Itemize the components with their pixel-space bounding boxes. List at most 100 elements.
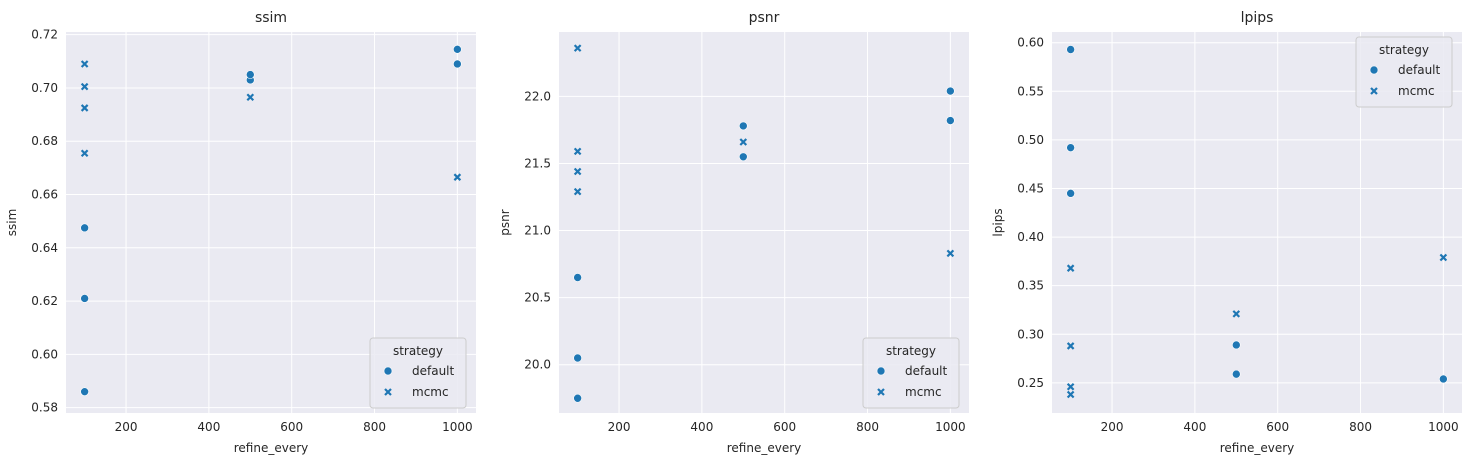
legend-box [1355, 36, 1453, 108]
data-point-default [573, 353, 582, 363]
data-point-default [573, 393, 582, 403]
legend: strategy default mcmc [862, 337, 960, 409]
x-tick-label: 800 [1349, 420, 1372, 434]
x-tick-label: 600 [773, 420, 796, 434]
data-point-default [1439, 374, 1448, 384]
data-point-mcmc [1232, 310, 1241, 318]
y-tick-label: 22.0 [524, 89, 551, 103]
data-point-mcmc [1439, 253, 1448, 262]
data-point-default [946, 116, 955, 125]
y-tick-label: 0.35 [1017, 279, 1044, 293]
data-point-mcmc [1066, 390, 1075, 399]
data-point-default [946, 86, 955, 96]
x-tick-label: 1000 [1428, 420, 1459, 434]
y-tick-label: 0.55 [1017, 84, 1044, 98]
x-axis-label: refine_every [1220, 441, 1295, 455]
legend-label-mcmc: mcmc [1398, 84, 1435, 98]
data-point-default [1066, 45, 1075, 54]
chart-panel-ssim: 200 400 600 800 1000 0.58 0.60 0.62 0.64 0.66 0.68… [5, 10, 476, 455]
data-point-mcmc [573, 187, 582, 196]
legend-marker-default [1369, 65, 1379, 75]
y-tick-label: 21.0 [524, 224, 551, 238]
data-point-default [1231, 340, 1241, 350]
x-tick-label: 1000 [935, 420, 966, 434]
legend-title: strategy [1379, 43, 1429, 57]
x-tick-label: 800 [856, 420, 879, 434]
legend-marker-default [876, 366, 886, 376]
data-point-mcmc [80, 60, 89, 68]
x-tick-label: 1000 [442, 420, 473, 434]
y-tick-label: 0.60 [1017, 36, 1044, 50]
y-tick-label: 20.0 [524, 358, 551, 372]
y-axis-label: psnr [498, 209, 512, 235]
y-tick-label: 0.40 [1017, 230, 1044, 244]
y-tick-label: 0.45 [1017, 181, 1044, 195]
data-point-default [453, 45, 462, 54]
x-tick-label: 800 [363, 420, 386, 434]
x-axis-label: refine_every [234, 441, 309, 455]
y-axis-label: ssim [5, 209, 19, 237]
data-point-mcmc [246, 93, 255, 102]
data-point-mcmc [1066, 264, 1075, 272]
y-tick-label: 0.66 [31, 188, 58, 202]
data-point-mcmc [1066, 382, 1075, 391]
legend-marker-mcmc [384, 388, 392, 396]
data-point-default [245, 70, 255, 79]
y-tick-label: 0.64 [31, 241, 58, 255]
x-tick-label: 200 [608, 420, 631, 434]
data-point-default [453, 59, 462, 69]
y-tick-label: 20.5 [524, 291, 551, 305]
data-point-mcmc [80, 104, 89, 112]
x-tick-label: 600 [280, 420, 303, 434]
legend-label-default: default [412, 364, 455, 378]
data-point-default [1066, 143, 1075, 152]
data-point-mcmc [573, 167, 582, 176]
chart-panel-lpips: 200 400 600 800 1000 0.25 0.30 0.35 0.40 0.45 0.50… [991, 10, 1462, 455]
data-point-default [80, 223, 89, 233]
legend-box [369, 337, 467, 409]
data-point-mcmc [739, 138, 748, 146]
legend-marker-mcmc [1370, 87, 1378, 95]
x-tick-label: 400 [197, 420, 220, 434]
y-tick-label: 0.72 [31, 28, 58, 42]
legend-label-default: default [1398, 63, 1441, 77]
x-tick-label: 200 [115, 420, 138, 434]
x-tick-label: 600 [1266, 420, 1289, 434]
chart-title: psnr [749, 10, 780, 26]
data-point-mcmc [573, 147, 582, 156]
data-point-default [80, 387, 89, 396]
y-tick-label: 0.58 [31, 401, 58, 415]
legend-title: strategy [886, 344, 936, 358]
x-tick-label: 400 [690, 420, 713, 434]
y-tick-label: 0.62 [31, 294, 58, 308]
y-tick-label: 0.60 [31, 347, 58, 361]
legend-label-mcmc: mcmc [905, 385, 942, 399]
legend: strategy default mcmc [369, 337, 467, 409]
data-point-default [80, 294, 89, 303]
chart-title: ssim [255, 10, 287, 26]
chart-title: lpips [1241, 10, 1274, 26]
legend-label-mcmc: mcmc [412, 385, 449, 399]
data-point-mcmc [946, 249, 955, 258]
y-tick-label: 21.5 [524, 156, 551, 170]
y-axis-label: lpips [991, 208, 1005, 236]
data-point-default [738, 121, 748, 131]
data-point-mcmc [1066, 342, 1075, 350]
legend-box [862, 337, 960, 409]
chart-panel-psnr: 200 400 600 800 1000 20.0 20.5 21.0 21.5 22.0 psnr… [498, 10, 969, 455]
data-point-default [1231, 369, 1241, 379]
y-tick-label: 0.25 [1017, 376, 1044, 390]
y-tick-label: 0.68 [31, 134, 58, 148]
data-point-default [738, 152, 748, 162]
y-tick-label: 0.50 [1017, 133, 1044, 147]
y-tick-label: 0.70 [31, 81, 58, 95]
legend-marker-default [383, 366, 393, 376]
data-point-mcmc [80, 82, 89, 91]
legend-title: strategy [393, 344, 443, 358]
data-point-mcmc [573, 44, 582, 52]
data-point-default [1066, 189, 1075, 198]
y-tick-label: 0.30 [1017, 327, 1044, 341]
x-axis-label: refine_every [727, 441, 802, 455]
legend-label-default: default [905, 364, 948, 378]
